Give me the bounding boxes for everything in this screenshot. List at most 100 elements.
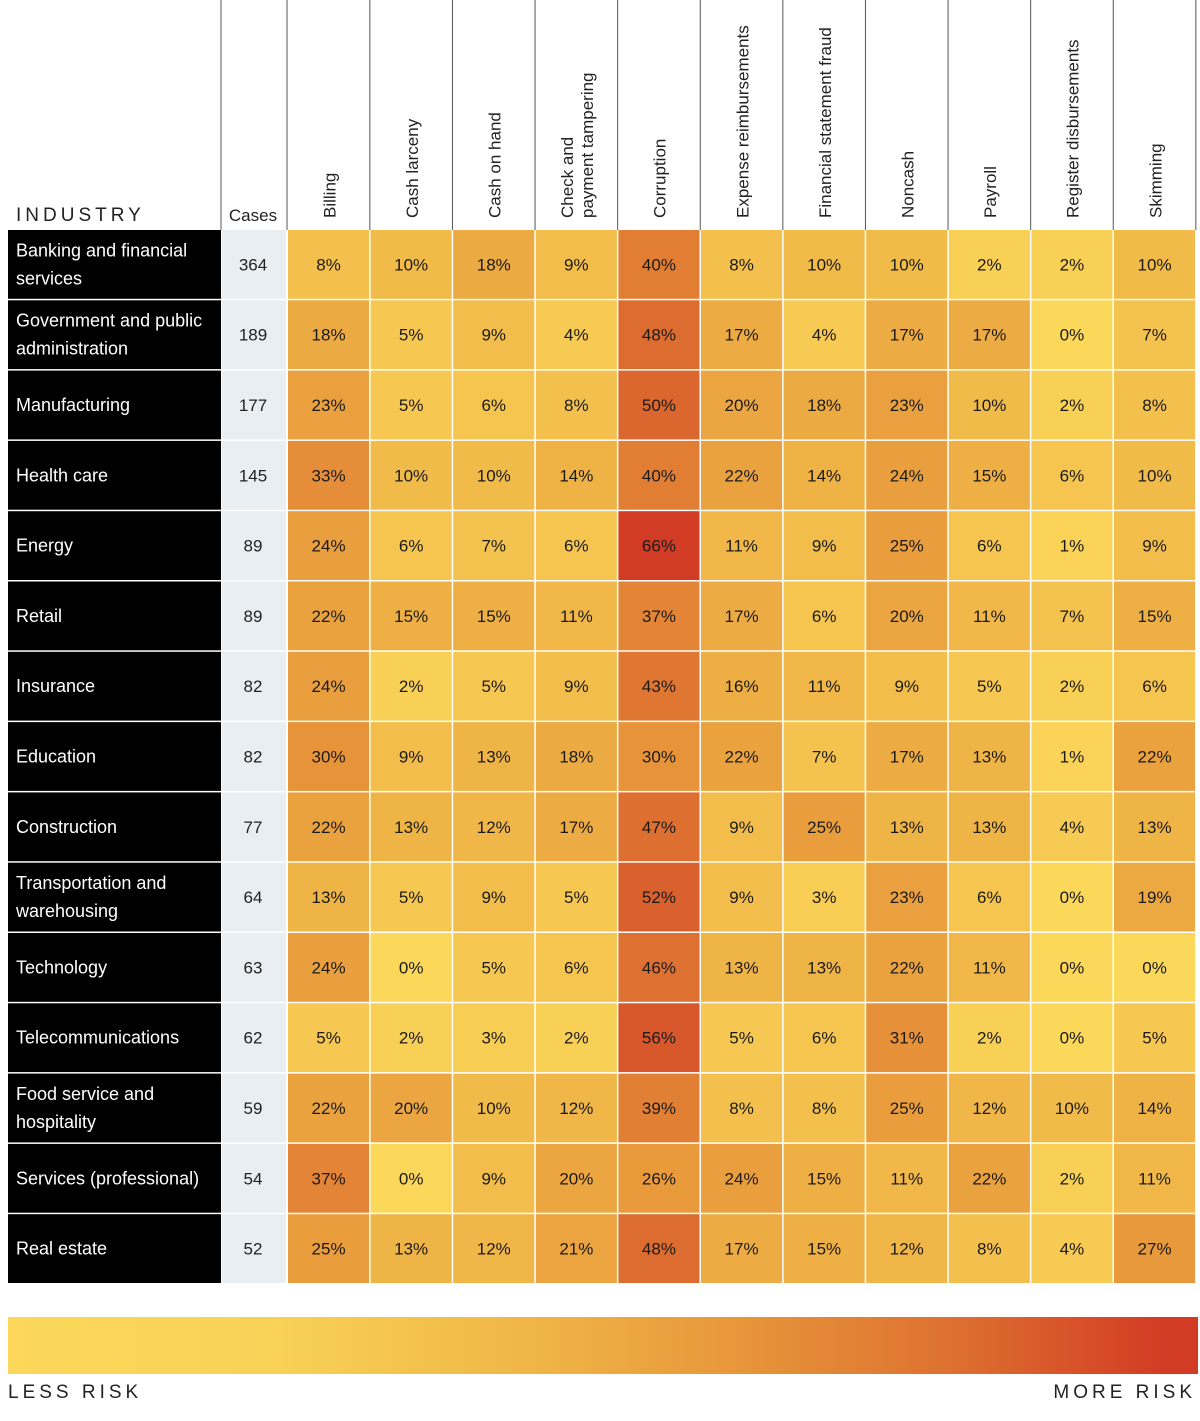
- heat-cell-value: 17%: [890, 326, 924, 345]
- heat-cell: [1114, 370, 1196, 440]
- heat-cell: [866, 230, 948, 299]
- heat-cell-value: 17%: [725, 326, 759, 345]
- industry-cell: [8, 581, 221, 651]
- heat-cell: [288, 370, 370, 440]
- heat-cell: [701, 1003, 783, 1073]
- heat-cell-value: 2%: [399, 677, 424, 696]
- industry-label-construction: Construction: [16, 817, 117, 837]
- heat-cell: [866, 1073, 948, 1143]
- heat-cell-value: 14%: [1138, 1099, 1172, 1118]
- industry-cell: [8, 300, 221, 370]
- risk-color-scale: [8, 1317, 1198, 1374]
- heat-cell: [370, 862, 452, 932]
- heat-cell: [948, 1003, 1030, 1073]
- heat-cell-value: 1%: [1060, 537, 1085, 556]
- heat-cell-value: 16%: [725, 677, 759, 696]
- column-header-cash-larceny: Cash larceny: [403, 118, 422, 218]
- heat-cell: [288, 1003, 370, 1073]
- heat-cell-value: 10%: [394, 466, 428, 485]
- cases-value: 364: [239, 255, 267, 274]
- heat-cell-value: 22%: [1138, 748, 1172, 767]
- heat-cell: [370, 1143, 452, 1213]
- heat-cell: [783, 862, 865, 932]
- cases-value: 177: [239, 396, 267, 415]
- industry-label-government-and-public-administration: administration: [16, 339, 128, 359]
- heat-cell-value: 11%: [890, 1169, 923, 1188]
- cases-cell: [222, 722, 286, 791]
- heat-cell: [948, 933, 1030, 1002]
- heat-cell: [948, 581, 1030, 651]
- heat-cell: [948, 300, 1030, 370]
- heat-cell-value: 25%: [807, 818, 841, 837]
- heat-cell-value: 9%: [564, 677, 589, 696]
- heat-cell: [453, 440, 535, 510]
- industry-cell: [8, 933, 221, 1002]
- heat-cell: [1031, 1143, 1113, 1213]
- cases-value: 54: [244, 1169, 263, 1188]
- heat-cell: [453, 581, 535, 651]
- column-header-billing: Billing: [320, 173, 339, 218]
- industry-label-health-care: Health care: [16, 465, 108, 485]
- heat-cell: [535, 722, 617, 791]
- heat-cell-value: 26%: [642, 1169, 676, 1188]
- industry-cell: [8, 511, 221, 580]
- heat-cell-value: 17%: [972, 326, 1006, 345]
- heat-cell: [866, 792, 948, 862]
- heat-cell-value: 25%: [890, 1099, 924, 1118]
- heat-cell-value: 6%: [812, 607, 837, 626]
- heat-cell-value: 8%: [729, 255, 754, 274]
- legend-less-risk-label: LESS RISK: [8, 1382, 143, 1403]
- heat-cell: [1114, 722, 1196, 791]
- heat-cell-value: 5%: [564, 888, 589, 907]
- heat-cell: [453, 862, 535, 932]
- heat-cell: [535, 511, 617, 580]
- heat-cell-value: 50%: [642, 396, 676, 415]
- heat-cell-value: 12%: [972, 1099, 1006, 1118]
- heatmap-chart: INDUSTRY Cases Billing Cash larceny Cash on …: [8, 0, 1197, 1283]
- heat-cell: [1114, 230, 1196, 299]
- heat-cell: [453, 1003, 535, 1073]
- heat-cell-value: 23%: [890, 888, 924, 907]
- heat-cell: [288, 230, 370, 299]
- heat-cell: [453, 651, 535, 721]
- heat-cell: [1031, 1073, 1113, 1143]
- heat-cell-value: 13%: [972, 748, 1006, 767]
- heat-cell-value: 11%: [973, 607, 1006, 626]
- heat-cell-value: 2%: [399, 1029, 424, 1048]
- cases-value: 62: [244, 1029, 263, 1048]
- heat-cell: [370, 722, 452, 791]
- heat-cell: [701, 933, 783, 1002]
- heat-cell: [783, 651, 865, 721]
- heat-cell: [701, 230, 783, 299]
- heat-cell: [453, 933, 535, 1002]
- column-header-skimming: Skimming: [1146, 143, 1165, 218]
- heat-cell-value: 13%: [807, 958, 841, 977]
- heat-cell: [701, 300, 783, 370]
- heat-cell-value: 11%: [1138, 1169, 1171, 1188]
- heat-cell-value: 13%: [972, 818, 1006, 837]
- heat-cell: [1114, 933, 1196, 1002]
- heat-cell-value: 10%: [1055, 1099, 1089, 1118]
- heat-cell-value: 33%: [312, 466, 346, 485]
- heat-cell-value: 13%: [477, 748, 511, 767]
- cases-cell: [222, 370, 286, 440]
- heat-cell: [701, 370, 783, 440]
- heat-cell-value: 0%: [1060, 1029, 1085, 1048]
- cases-value: 89: [244, 537, 263, 556]
- heat-cell: [783, 1143, 865, 1213]
- heat-cell-value: 0%: [1060, 888, 1085, 907]
- heat-cell-value: 18%: [312, 326, 346, 345]
- heat-cell-value: 9%: [399, 748, 424, 767]
- heat-cell-value: 22%: [972, 1169, 1006, 1188]
- heat-cell-value: 40%: [642, 466, 676, 485]
- heat-cell: [1031, 792, 1113, 862]
- heat-cell: [701, 1214, 783, 1283]
- heat-cell-value: 15%: [807, 1240, 841, 1259]
- industry-label-retail: Retail: [16, 606, 62, 626]
- heat-cell-value: 5%: [729, 1029, 754, 1048]
- industry-label-technology: Technology: [16, 957, 107, 977]
- heat-cell: [453, 1143, 535, 1213]
- heat-cell: [866, 581, 948, 651]
- industry-label-banking-and-financial-services: services: [16, 268, 82, 288]
- heat-cell-value: 25%: [890, 537, 924, 556]
